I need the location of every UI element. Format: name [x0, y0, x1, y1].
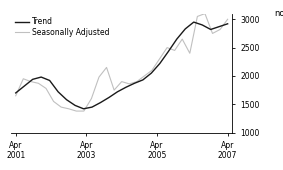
Y-axis label: no.: no.	[274, 9, 283, 18]
Legend: Trend, Seasonally Adjusted: Trend, Seasonally Adjusted	[15, 17, 110, 37]
